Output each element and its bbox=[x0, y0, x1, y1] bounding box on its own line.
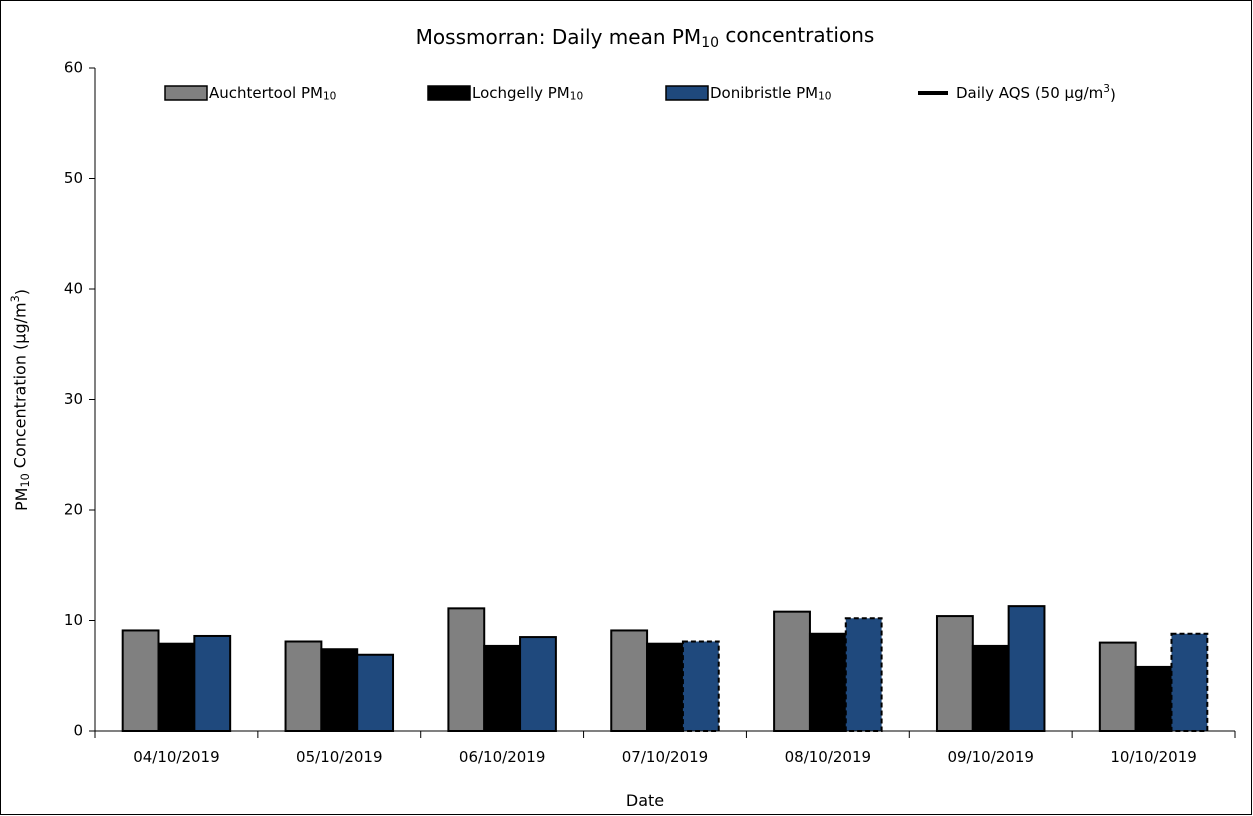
x-tick-label: 05/10/2019 bbox=[296, 748, 382, 766]
bar bbox=[808, 632, 847, 733]
legend-label: Daily AQS (50 µg/m3​) bbox=[956, 83, 1116, 104]
bar bbox=[320, 648, 359, 732]
bar bbox=[773, 610, 811, 732]
legend-swatch bbox=[427, 85, 471, 101]
bar bbox=[681, 640, 720, 732]
bar bbox=[971, 644, 1010, 732]
bar bbox=[1134, 665, 1173, 732]
x-tick-label: 09/10/2019 bbox=[947, 748, 1033, 766]
x-tick-label: 06/10/2019 bbox=[459, 748, 545, 766]
x-tick-label: 07/10/2019 bbox=[622, 748, 708, 766]
legend-label: Donibristle PM10​ bbox=[710, 84, 832, 103]
x-axis-label: Date bbox=[626, 791, 664, 810]
bar bbox=[844, 617, 883, 732]
bar bbox=[157, 642, 196, 733]
x-tick-label: 10/10/2019 bbox=[1110, 748, 1196, 766]
y-tick-label: 20 bbox=[64, 501, 83, 519]
bar bbox=[610, 629, 649, 733]
bar bbox=[356, 653, 395, 733]
bar bbox=[483, 644, 522, 732]
legend-label: Auchtertool PM10​ bbox=[209, 84, 336, 103]
bar bbox=[447, 607, 486, 732]
legend-label: Lochgelly PM10​ bbox=[472, 84, 583, 103]
y-tick-label: 30 bbox=[64, 390, 83, 408]
chart-title: Mossmorran: Daily mean PM10​ concentrati… bbox=[416, 22, 875, 51]
y-tick-label: 0 bbox=[73, 722, 83, 740]
y-tick-label: 60 bbox=[64, 59, 83, 77]
bar bbox=[1098, 641, 1137, 732]
bar bbox=[519, 636, 557, 733]
legend-swatch bbox=[164, 85, 208, 101]
x-tick-label: 04/10/2019 bbox=[133, 748, 219, 766]
bar bbox=[193, 634, 232, 732]
bar bbox=[1170, 632, 1209, 733]
bar bbox=[121, 629, 160, 733]
y-axis-label: PM10​ Concentration (µg/m3​) bbox=[9, 289, 32, 511]
legend-swatch bbox=[665, 85, 709, 101]
y-tick-label: 40 bbox=[64, 280, 83, 298]
bar bbox=[646, 642, 684, 733]
y-tick-label: 50 bbox=[64, 169, 83, 187]
bar bbox=[1007, 605, 1046, 733]
y-tick-label: 10 bbox=[64, 611, 83, 629]
bar bbox=[935, 615, 974, 733]
x-tick-label: 08/10/2019 bbox=[785, 748, 871, 766]
bar bbox=[284, 640, 323, 732]
